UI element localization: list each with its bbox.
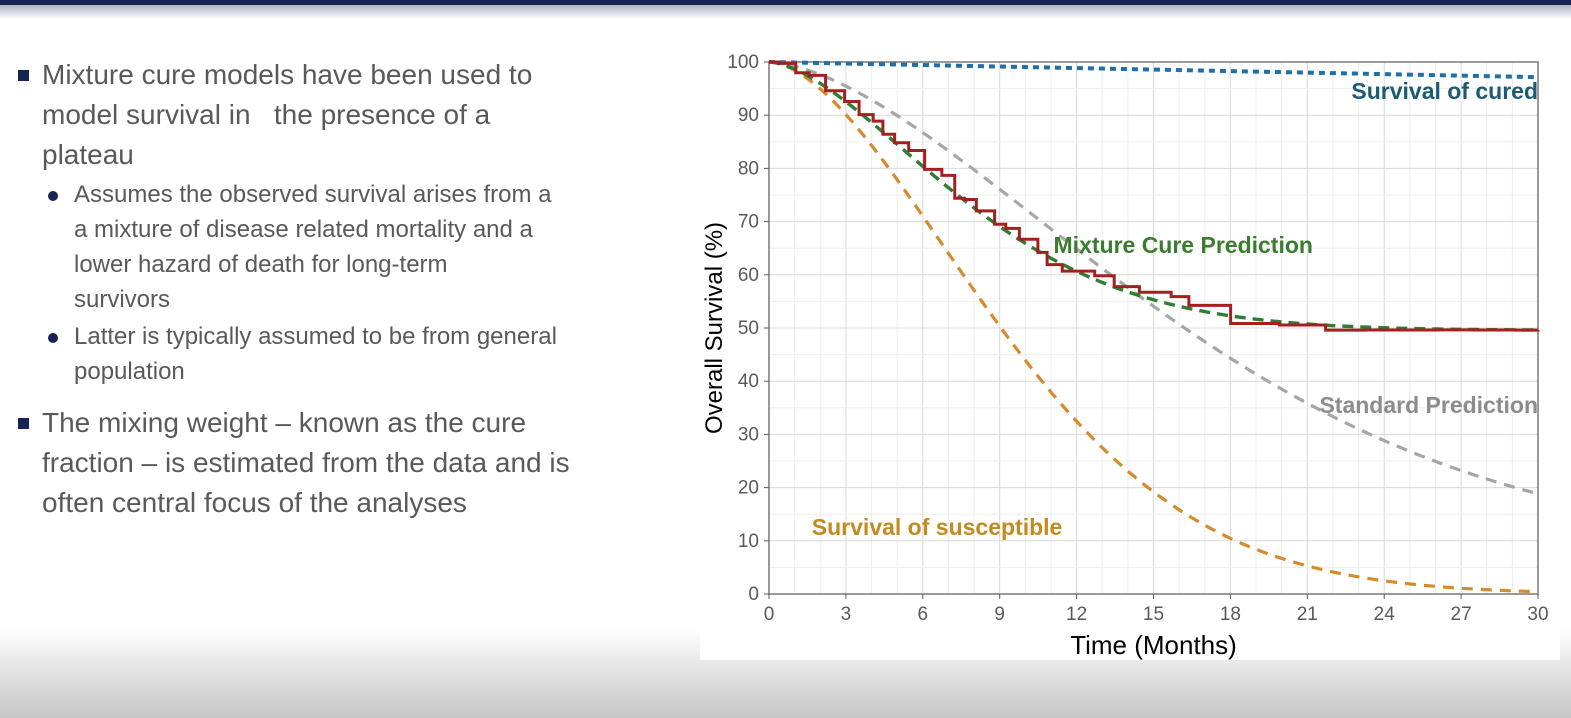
svg-text:Overall Survival (%): Overall Survival (%)	[701, 222, 728, 434]
svg-text:21: 21	[1297, 604, 1318, 625]
svg-text:70: 70	[738, 212, 759, 233]
svg-text:12: 12	[1066, 604, 1087, 625]
svg-text:40: 40	[738, 371, 759, 392]
svg-text:90: 90	[738, 105, 759, 126]
svg-text:24: 24	[1374, 604, 1396, 625]
svg-text:6: 6	[918, 604, 929, 625]
svg-text:30: 30	[1527, 604, 1548, 625]
svg-text:Standard Prediction: Standard Prediction	[1319, 392, 1538, 418]
svg-text:18: 18	[1220, 604, 1241, 625]
svg-text:0: 0	[764, 604, 775, 625]
svg-text:0: 0	[748, 584, 759, 605]
svg-text:9: 9	[994, 604, 1005, 625]
svg-text:50: 50	[738, 318, 759, 339]
svg-text:20: 20	[738, 478, 759, 499]
svg-text:3: 3	[841, 604, 852, 625]
svg-text:Survival of cured: Survival of cured	[1351, 78, 1538, 104]
svg-text:10: 10	[738, 531, 759, 552]
svg-text:80: 80	[738, 158, 759, 179]
svg-text:15: 15	[1143, 604, 1164, 625]
svg-text:Time (Months): Time (Months)	[1070, 630, 1237, 660]
svg-text:Survival of susceptible: Survival of susceptible	[812, 514, 1063, 540]
svg-text:100: 100	[727, 52, 759, 73]
svg-text:27: 27	[1451, 604, 1472, 625]
svg-text:30: 30	[738, 424, 759, 445]
svg-text:Mixture Cure Prediction: Mixture Cure Prediction	[1054, 232, 1313, 258]
svg-text:60: 60	[738, 265, 759, 286]
